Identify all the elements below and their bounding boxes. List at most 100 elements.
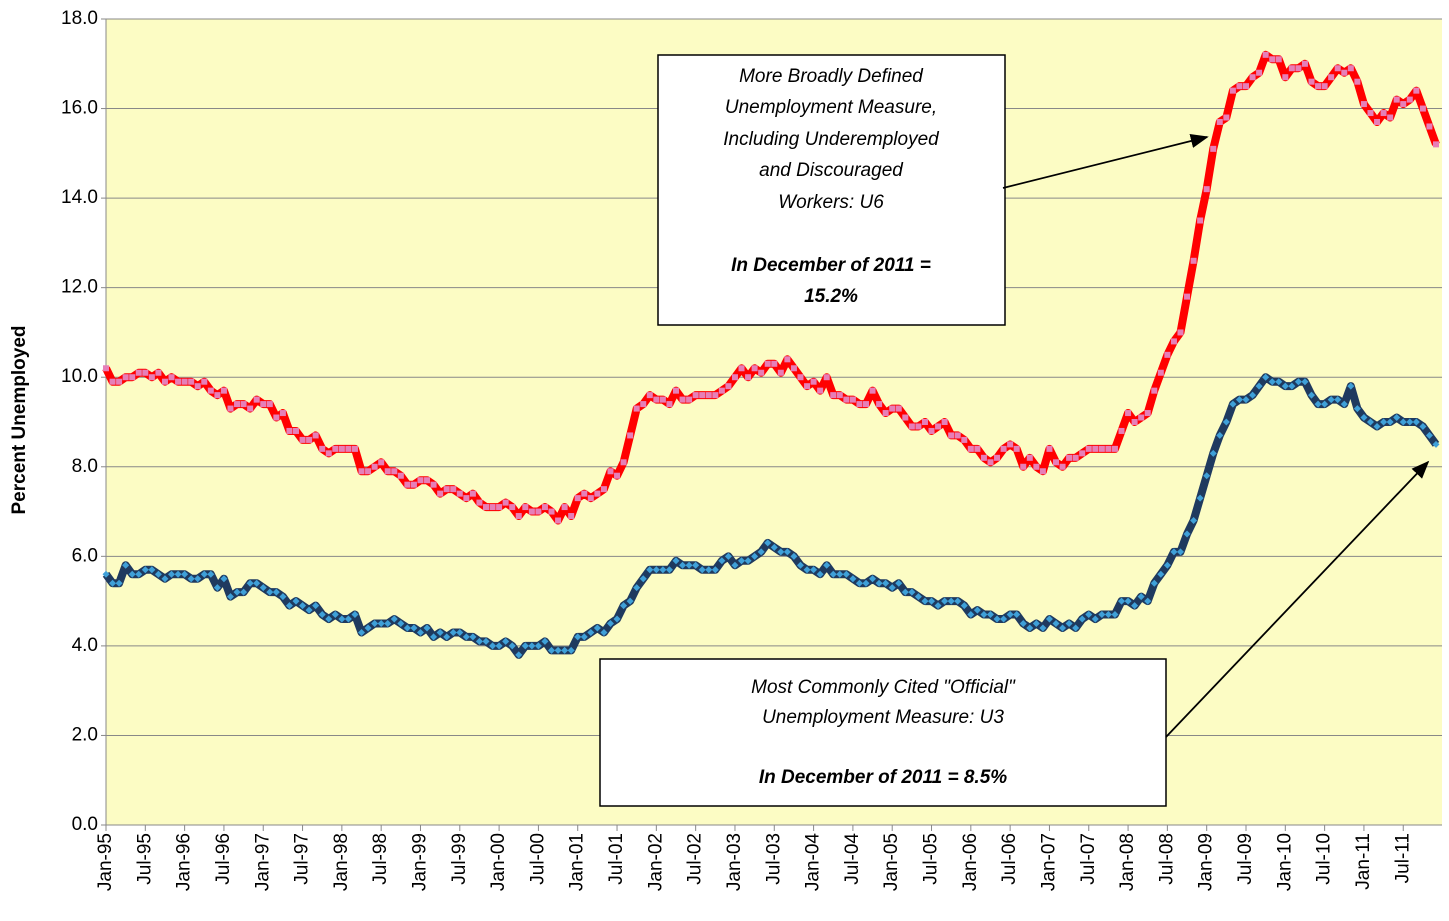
- marker: [548, 646, 556, 654]
- marker: [344, 615, 352, 623]
- marker: [128, 570, 136, 578]
- marker: [214, 392, 221, 399]
- marker: [718, 387, 725, 394]
- marker: [1400, 101, 1407, 108]
- marker: [1007, 441, 1014, 448]
- marker: [188, 378, 195, 385]
- marker: [384, 620, 392, 627]
- marker: [1308, 78, 1315, 85]
- marker: [279, 593, 287, 601]
- marker: [148, 566, 156, 574]
- marker: [724, 552, 732, 560]
- x-tick-label: Jul-05: [921, 833, 942, 885]
- x-tick-label: Jul-02: [685, 833, 706, 885]
- marker: [1256, 69, 1263, 76]
- marker: [652, 566, 660, 574]
- marker: [403, 624, 411, 632]
- marker: [738, 557, 746, 565]
- marker: [646, 566, 654, 574]
- marker: [1328, 74, 1335, 81]
- marker: [450, 486, 457, 493]
- marker: [541, 504, 548, 511]
- marker: [744, 557, 752, 565]
- marker: [1347, 65, 1354, 72]
- marker: [437, 490, 444, 497]
- annotation-box: [657, 54, 1006, 326]
- marker: [1026, 624, 1034, 632]
- marker: [810, 566, 818, 574]
- marker: [751, 365, 758, 372]
- marker: [109, 378, 116, 385]
- marker: [613, 615, 621, 623]
- marker: [1249, 391, 1257, 399]
- marker: [679, 396, 686, 403]
- marker: [673, 387, 679, 394]
- marker: [961, 436, 968, 443]
- marker: [1367, 110, 1374, 117]
- marker: [770, 543, 778, 551]
- marker: [279, 410, 286, 417]
- marker: [475, 637, 483, 645]
- marker: [921, 597, 929, 605]
- marker: [220, 387, 227, 394]
- x-tick-label: Jan-95: [95, 833, 116, 891]
- marker: [705, 392, 712, 399]
- marker: [358, 628, 366, 636]
- y-tick-label: 6.0: [72, 545, 98, 566]
- marker: [836, 392, 843, 399]
- y-tick-label: 16.0: [61, 98, 98, 119]
- annotation-text: and Discouraged: [759, 160, 904, 181]
- annotation-text: Unemployment Measure: U3: [762, 707, 1004, 728]
- y-axis-label: Percent Unemployed: [9, 326, 30, 515]
- marker: [286, 427, 293, 434]
- y-tick-label: 18.0: [61, 8, 98, 29]
- marker: [495, 642, 503, 650]
- marker: [1295, 65, 1302, 72]
- marker: [1243, 83, 1249, 90]
- marker: [902, 414, 909, 421]
- marker: [1334, 65, 1341, 72]
- marker: [1380, 418, 1388, 426]
- marker: [463, 495, 470, 502]
- marker: [817, 387, 824, 394]
- y-tick-label: 8.0: [72, 456, 98, 477]
- marker: [1216, 431, 1224, 439]
- marker: [777, 548, 785, 556]
- marker: [1190, 517, 1198, 525]
- marker: [116, 378, 123, 385]
- y-tick-label: 4.0: [72, 635, 98, 656]
- marker: [1341, 69, 1348, 76]
- marker: [580, 633, 588, 641]
- marker: [1137, 593, 1145, 601]
- x-tick-label: Jul-95: [134, 833, 155, 885]
- marker: [1157, 570, 1165, 578]
- marker: [1125, 410, 1132, 417]
- marker: [855, 579, 863, 587]
- marker: [541, 637, 549, 645]
- marker: [1301, 60, 1308, 67]
- marker: [345, 445, 352, 452]
- marker: [928, 427, 935, 434]
- marker: [1131, 602, 1139, 610]
- marker: [1104, 611, 1112, 619]
- marker: [233, 588, 241, 596]
- marker: [1366, 418, 1374, 426]
- marker: [869, 387, 876, 394]
- marker: [712, 392, 719, 399]
- marker: [692, 392, 699, 399]
- marker: [273, 414, 280, 421]
- marker: [1013, 611, 1021, 619]
- annotation-text: In December of 2011 =: [731, 255, 931, 276]
- marker: [941, 597, 949, 605]
- y-tick-label: 14.0: [61, 187, 98, 208]
- marker: [1144, 410, 1151, 417]
- marker: [299, 602, 307, 610]
- marker: [1294, 378, 1302, 386]
- marker: [129, 374, 136, 381]
- x-tick-label: Jul-97: [292, 833, 313, 885]
- marker: [260, 401, 267, 408]
- marker: [410, 481, 417, 488]
- marker: [1176, 548, 1184, 556]
- marker: [1222, 418, 1230, 426]
